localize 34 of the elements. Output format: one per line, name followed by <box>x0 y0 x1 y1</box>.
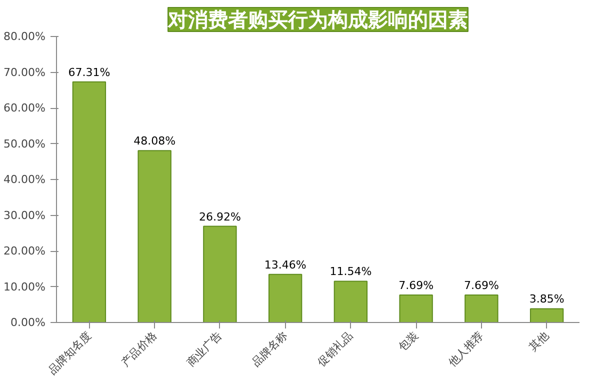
x-tick-label: 促销礼品 <box>314 328 356 370</box>
bar <box>334 280 368 322</box>
x-tick-label: 包装 <box>396 328 421 354</box>
x-tick-label: 他人推荐 <box>446 328 486 370</box>
data-label: 48.08% <box>134 134 176 148</box>
y-tick-label: 80.00% <box>4 30 46 43</box>
bar <box>530 308 564 322</box>
data-label: 7.69% <box>398 279 434 292</box>
y-tick-label: 20.00% <box>4 244 46 258</box>
y-tick-label: 60.00% <box>4 102 46 114</box>
y-tick-label: 40.00% <box>4 173 46 186</box>
x-tick-label: 品牌名称 <box>250 328 290 370</box>
bar <box>72 81 106 322</box>
data-label: 67.31% <box>68 66 110 79</box>
bar <box>268 274 302 322</box>
x-tick-label: 其他 <box>526 328 552 354</box>
x-tick-label: 产品价格 <box>118 328 160 370</box>
bar <box>138 150 172 322</box>
y-tick-label: 0.00% <box>10 316 46 329</box>
data-label: 11.54% <box>330 265 372 278</box>
x-tick-label: 品牌知名度 <box>46 328 94 377</box>
y-tick-label: 70.00% <box>4 66 46 79</box>
bar <box>399 294 433 322</box>
y-tick-label: 10.00% <box>4 280 46 294</box>
data-label: 3.85% <box>529 292 564 306</box>
y-tick-label: 30.00% <box>4 208 46 222</box>
data-label: 26.92% <box>198 210 241 224</box>
bar <box>203 226 237 322</box>
data-label: 13.46% <box>264 258 306 272</box>
chart-title: 对消费者购买行为构成影响的因素 <box>167 8 468 32</box>
x-tick-label: 商业广告 <box>184 328 225 370</box>
y-tick-label: 50.00% <box>4 137 46 150</box>
bar <box>464 294 498 322</box>
data-label: 7.69% <box>464 279 499 292</box>
